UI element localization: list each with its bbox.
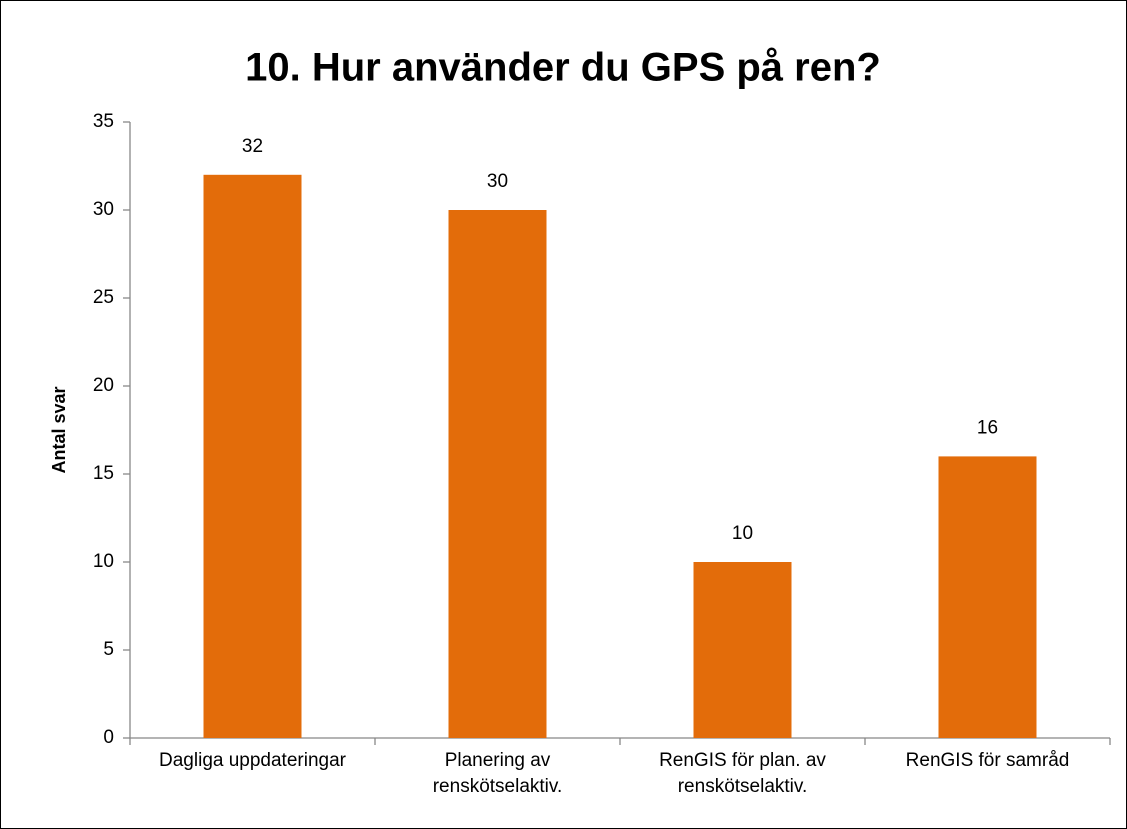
y-axis-label: Antal svar	[49, 386, 69, 473]
data-label: 10	[732, 523, 753, 544]
x-tick-label: Planering av renskötselaktiv.	[432, 750, 563, 797]
y-tick-label: 35	[93, 111, 114, 132]
chart-title: 10. Hur använder du GPS på ren?	[245, 46, 881, 90]
data-label: 30	[487, 171, 508, 192]
bar	[448, 210, 547, 738]
y-tick-label: 20	[93, 375, 114, 396]
x-tick-label: Dagliga uppdateringar	[159, 750, 346, 771]
y-tick-label: 25	[93, 287, 114, 308]
data-label: 32	[242, 136, 263, 157]
bar	[693, 562, 792, 738]
bar	[938, 456, 1037, 738]
bar	[203, 174, 302, 739]
y-tick-label: 30	[93, 199, 114, 220]
x-tick-label: RenGIS för samråd	[905, 750, 1070, 771]
x-tick-label: RenGIS för plan. av renskötselaktiv.	[659, 750, 826, 797]
y-tick-label: 5	[103, 639, 114, 660]
y-tick-label: 10	[93, 551, 114, 572]
y-tick-label: 15	[93, 463, 114, 484]
data-label: 16	[977, 417, 998, 438]
y-tick-label: 0	[103, 727, 114, 748]
